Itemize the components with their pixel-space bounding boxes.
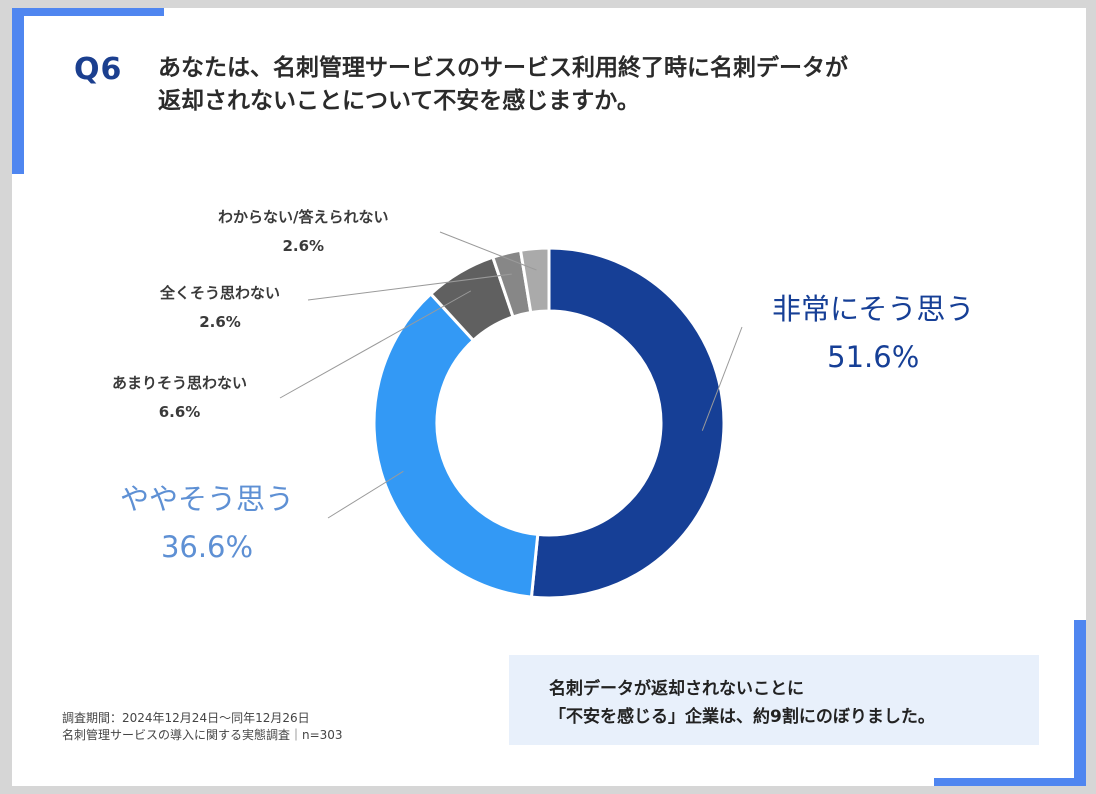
category-label: 非常にそう思う [772, 292, 975, 326]
leader-very-much-agree [701, 326, 743, 431]
survey-source: 名刺管理サービスの導入に関する実態調査｜n=303 [62, 728, 343, 742]
leader-not-much-agree [279, 290, 472, 399]
value-label: 2.6% [282, 237, 325, 255]
survey-period: 調査期間：2024年12月24日～同年12月26日 [62, 711, 310, 725]
label-very-much-agree: 非常にそう思う 51.6% [772, 286, 974, 374]
slice-very-much-agree [529, 246, 726, 600]
question-number: Q6 [74, 52, 123, 87]
summary-box: 名刺データが返却されないことに 「不安を感じる」企業は、約9割にのぼりました。 [509, 655, 1039, 745]
leader-dont-know [439, 231, 537, 271]
value-label: 6.6% [158, 403, 201, 421]
value-label: 2.6% [199, 313, 241, 331]
label-not-at-all-agree: 全くそう思わない 2.6% [160, 282, 280, 331]
label-dont-know: わからない/答えられない 2.6% [218, 206, 388, 255]
slice-dont-know [518, 246, 551, 315]
corner-accent-bottom-right [1074, 620, 1086, 786]
label-not-much-agree: あまりそう思わない 6.6% [112, 372, 247, 421]
leader-somewhat-agree [327, 470, 404, 519]
corner-accent-top-left [12, 8, 24, 174]
summary-line2: 「不安を感じる」企業は、約9割にのぼりました。 [549, 707, 935, 727]
question-title: あなたは、名刺管理サービスのサービス利用終了時に名刺データが 返却されないことに… [158, 52, 998, 118]
summary-line1: 名刺データが返却されないことに [549, 679, 804, 699]
question-title-line2: 返却されないことについて不安を感じますか。 [158, 88, 640, 114]
survey-footnote: 調査期間：2024年12月24日～同年12月26日 名刺管理サービスの導入に関す… [62, 710, 343, 744]
summary-text: 名刺データが返却されないことに 「不安を感じる」企業は、約9割にのぼりました。 [549, 675, 935, 731]
corner-accent-bottom-right-bar [934, 778, 1086, 786]
label-somewhat-agree: ややそう思う 36.6% [120, 476, 294, 564]
category-label: あまりそう思わない [112, 374, 248, 392]
value-label: 36.6% [160, 530, 254, 564]
category-label: ややそう思う [120, 482, 295, 516]
category-label: わからない/答えられない [218, 208, 389, 226]
corner-accent-top-left-bar [12, 8, 164, 16]
value-label: 51.6% [827, 340, 920, 374]
question-title-line1: あなたは、名刺管理サービスのサービス利用終了時に名刺データが [158, 55, 848, 81]
category-label: 全くそう思わない [160, 284, 281, 302]
slice-somewhat-agree [372, 291, 540, 599]
leader-not-at-all-agree [307, 273, 512, 301]
